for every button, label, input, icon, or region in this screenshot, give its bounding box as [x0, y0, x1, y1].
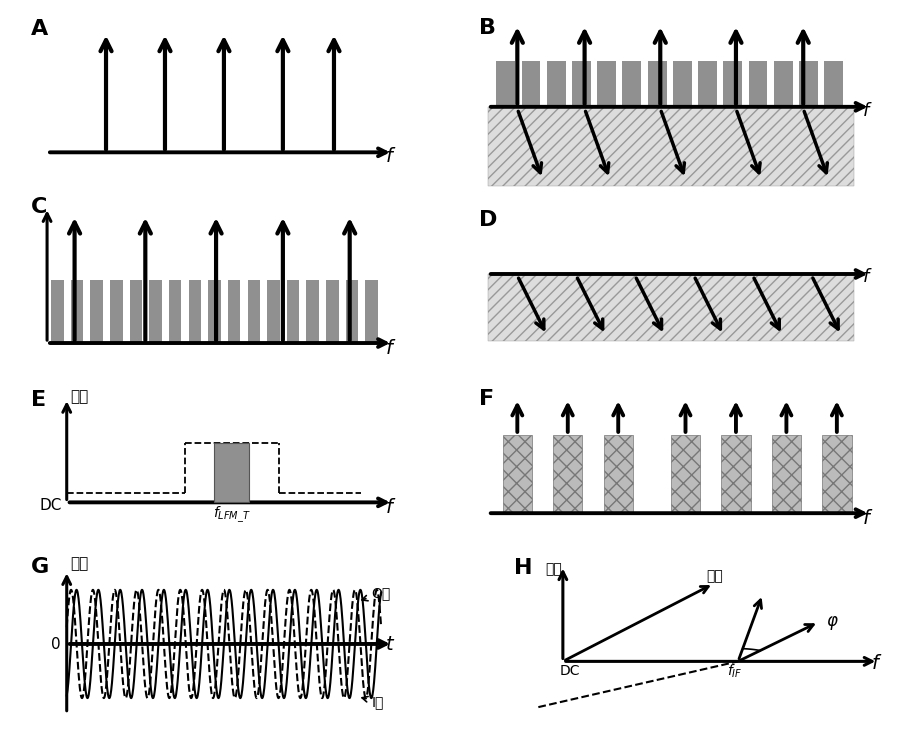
Bar: [597, 61, 616, 107]
Bar: [110, 280, 122, 343]
Bar: [749, 61, 768, 107]
Bar: [721, 435, 750, 513]
Bar: [326, 280, 339, 343]
Text: C: C: [31, 197, 48, 217]
Text: H: H: [514, 558, 532, 578]
Bar: [267, 280, 280, 343]
Bar: [771, 435, 801, 513]
Polygon shape: [488, 274, 854, 341]
Bar: [823, 435, 852, 513]
Text: $\varphi$: $\varphi$: [825, 614, 838, 632]
Text: B: B: [480, 18, 496, 38]
Text: $f$: $f$: [862, 102, 873, 121]
Text: DC: DC: [39, 499, 61, 514]
Bar: [723, 61, 742, 107]
Bar: [648, 61, 666, 107]
Bar: [248, 280, 260, 343]
Bar: [503, 435, 532, 513]
Bar: [496, 61, 515, 107]
Bar: [169, 280, 182, 343]
Bar: [287, 280, 300, 343]
Bar: [824, 61, 844, 107]
Bar: [51, 280, 64, 343]
Polygon shape: [488, 107, 854, 186]
Text: $f$: $f$: [871, 654, 883, 673]
Bar: [799, 61, 818, 107]
Bar: [149, 280, 162, 343]
Bar: [698, 61, 717, 107]
Text: $f_{IF}$: $f_{IF}$: [727, 662, 742, 679]
Bar: [553, 435, 582, 513]
Bar: [188, 280, 201, 343]
Text: DC: DC: [559, 665, 579, 678]
Text: $f_{LFM\_T}$: $f_{LFM\_T}$: [213, 504, 250, 525]
Bar: [673, 61, 692, 107]
Bar: [572, 61, 591, 107]
Bar: [306, 280, 319, 343]
Bar: [603, 435, 632, 513]
Bar: [228, 280, 240, 343]
Text: G: G: [31, 557, 49, 577]
Text: 幅度: 幅度: [70, 556, 89, 571]
Bar: [208, 280, 221, 343]
Bar: [130, 280, 143, 343]
Text: $f$: $f$: [385, 498, 397, 517]
Text: 0: 0: [51, 637, 60, 653]
Bar: [90, 280, 103, 343]
Bar: [774, 61, 792, 107]
Bar: [214, 443, 250, 502]
Text: $f$: $f$: [862, 269, 873, 286]
Bar: [522, 61, 540, 107]
Text: I路: I路: [362, 695, 384, 709]
Text: 实部: 实部: [707, 570, 723, 584]
Text: 幅度: 幅度: [70, 389, 89, 404]
Text: $f$: $f$: [862, 509, 874, 528]
Bar: [366, 280, 378, 343]
Bar: [70, 280, 83, 343]
Text: $t$: $t$: [385, 635, 396, 654]
Bar: [671, 435, 700, 513]
Text: A: A: [31, 19, 48, 39]
Bar: [622, 61, 642, 107]
Text: 虚部: 虚部: [546, 562, 562, 576]
Text: $f$: $f$: [385, 339, 397, 357]
Text: E: E: [31, 390, 47, 410]
Bar: [547, 61, 566, 107]
Text: Q路: Q路: [362, 587, 390, 601]
Text: F: F: [480, 388, 494, 409]
Text: $f$: $f$: [385, 147, 397, 166]
Bar: [345, 280, 358, 343]
Text: D: D: [480, 209, 498, 229]
